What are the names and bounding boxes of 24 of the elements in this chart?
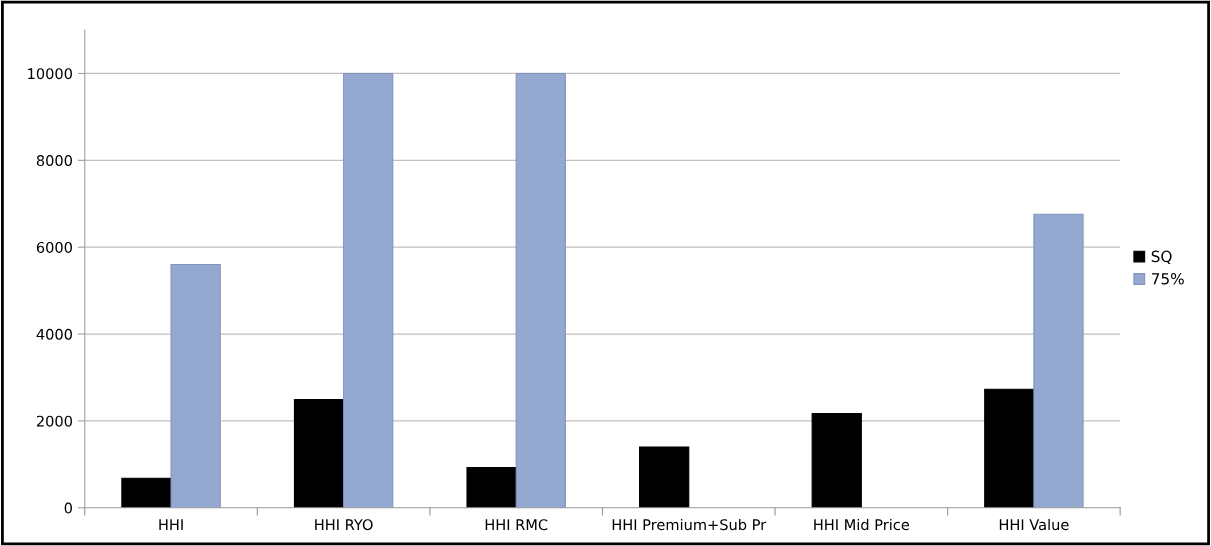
bar (170, 264, 221, 508)
bar (984, 388, 1035, 508)
bar (1033, 213, 1084, 508)
bar (343, 72, 394, 508)
y-tick-label: 6000 (36, 241, 72, 253)
y-tick-label: 4000 (36, 328, 72, 340)
x-tick-label: HHI Value (999, 518, 1069, 531)
x-tick-label: HHI Premium+Sub Pr (612, 518, 767, 531)
bar (293, 399, 345, 508)
x-tick-label: HHI RYO (315, 519, 373, 531)
y-tick-label: 2000 (36, 415, 72, 427)
legend-label: SQ (1151, 250, 1172, 264)
x-tick-label: HHI Mid Price (814, 518, 910, 531)
x-tick-label: HHI RMC (485, 519, 548, 531)
bar (811, 412, 862, 508)
x-tick-label: HHI (159, 519, 183, 530)
bar (639, 446, 690, 508)
y-tick-label: 8000 (36, 155, 72, 167)
bar (515, 72, 566, 508)
bar (466, 467, 517, 508)
bar (121, 477, 172, 508)
y-tick-label: 10000 (28, 68, 72, 80)
legend-label: 75% (1151, 272, 1184, 285)
y-tick-label: 0 (64, 502, 72, 514)
